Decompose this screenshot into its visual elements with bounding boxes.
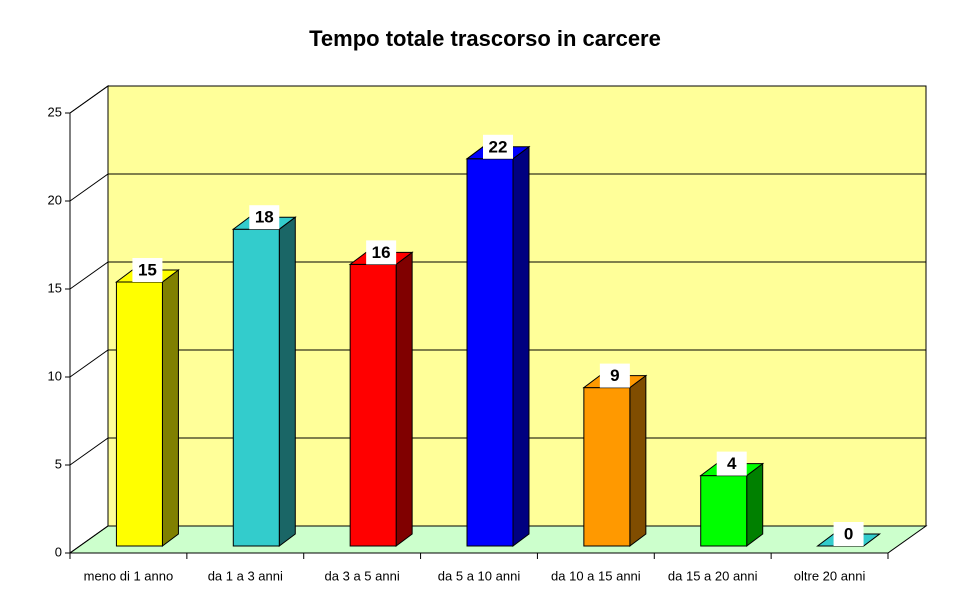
value-label: 22 bbox=[489, 137, 508, 156]
side-wall bbox=[69, 85, 109, 554]
value-label: 18 bbox=[255, 208, 274, 227]
value-label-box bbox=[716, 451, 747, 476]
grid-line bbox=[69, 85, 926, 114]
x-tick-label: da 15 a 20 anni bbox=[668, 568, 758, 583]
value-label: 16 bbox=[372, 243, 391, 262]
y-tick-label: 25 bbox=[48, 104, 62, 119]
bar bbox=[115, 281, 163, 547]
value-label-box bbox=[366, 240, 397, 265]
bar-side bbox=[161, 269, 179, 547]
bar-side bbox=[512, 145, 530, 547]
value-label: 0 bbox=[844, 524, 853, 543]
bar bbox=[232, 228, 280, 547]
chart-title: Tempo totale trascorso in carcere bbox=[309, 26, 661, 51]
value-label-box bbox=[599, 363, 630, 388]
grid-line bbox=[69, 525, 926, 554]
bar-side bbox=[629, 374, 647, 547]
value-label: 9 bbox=[610, 366, 619, 385]
y-tick-label: 20 bbox=[48, 192, 62, 207]
value-label-box bbox=[132, 258, 163, 282]
grid-line bbox=[69, 437, 926, 466]
bar-side bbox=[746, 462, 764, 547]
x-tick-label: da 5 a 10 anni bbox=[438, 568, 521, 583]
bar bbox=[349, 263, 397, 547]
grid-line bbox=[69, 261, 926, 290]
y-tick-label: 0 bbox=[55, 544, 62, 559]
x-tick-label: da 3 a 5 anni bbox=[325, 568, 400, 583]
value-label-box bbox=[249, 205, 280, 230]
grid-line bbox=[69, 349, 926, 378]
x-tick-label: da 10 a 15 anni bbox=[551, 568, 641, 583]
grid-line bbox=[69, 173, 926, 202]
value-label: 15 bbox=[138, 260, 157, 279]
bar-side bbox=[278, 216, 296, 547]
x-tick-label: da 1 a 3 anni bbox=[208, 568, 283, 583]
bar bbox=[466, 158, 514, 547]
bar-side bbox=[395, 251, 413, 547]
bar bbox=[583, 387, 631, 547]
bar bbox=[700, 475, 748, 547]
x-tick-label: oltre 20 anni bbox=[794, 568, 866, 583]
x-tick-label: meno di 1 anno bbox=[84, 568, 174, 583]
value-label-box bbox=[833, 522, 864, 546]
value-label-box bbox=[483, 134, 513, 159]
y-tick-label: 5 bbox=[55, 456, 62, 471]
y-tick-label: 15 bbox=[48, 280, 62, 295]
y-tick-label: 10 bbox=[48, 368, 62, 383]
value-label: 4 bbox=[727, 454, 737, 473]
